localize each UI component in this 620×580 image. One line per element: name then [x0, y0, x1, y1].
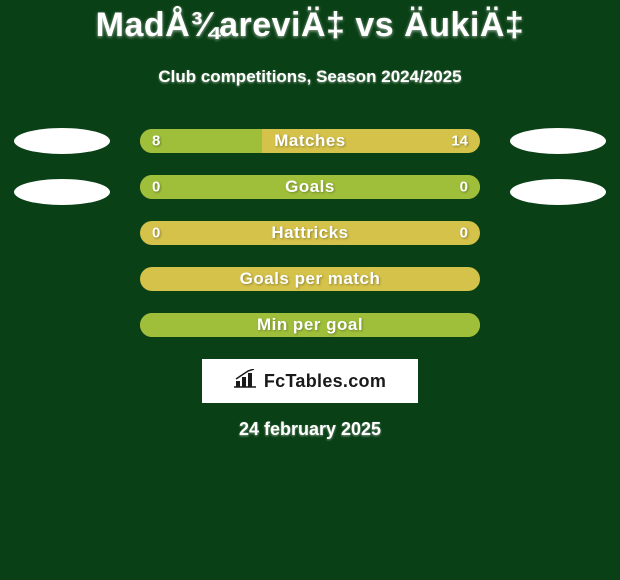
player-right-marker [510, 179, 606, 205]
stat-bar: Matches 8 14 [140, 129, 480, 153]
stat-label: Min per goal [257, 315, 363, 335]
player-left-marker [14, 128, 110, 154]
stat-row-min-per-goal: Min per goal [0, 313, 620, 337]
stat-bar: Hattricks 0 0 [140, 221, 480, 245]
stat-bar: Goals per match [140, 267, 480, 291]
stat-value-left: 8 [152, 133, 160, 150]
stat-value-right: 14 [451, 133, 468, 150]
stat-row-goals-per-match: Goals per match [0, 267, 620, 291]
stat-row-goals: Goals 0 0 [0, 175, 620, 199]
stat-rows: Matches 8 14 Goals 0 0 Hattricks 0 0 Goals per ma… [0, 129, 620, 337]
comparison-subtitle: Club competitions, Season 2024/2025 [0, 67, 620, 87]
stat-value-right: 0 [460, 225, 468, 242]
brand-box: FcTables.com [202, 359, 418, 403]
stat-row-hattricks: Hattricks 0 0 [0, 221, 620, 245]
snapshot-date: 24 february 2025 [0, 419, 620, 440]
stat-label: Goals [285, 177, 335, 197]
comparison-title: MadÅ¾areviÄ‡ vs ÄukiÄ‡ [0, 0, 620, 45]
player-left-marker [14, 179, 110, 205]
stat-label: Matches [274, 131, 346, 151]
brand-text: FcTables.com [264, 371, 386, 392]
stat-bar: Min per goal [140, 313, 480, 337]
stat-value-left: 0 [152, 225, 160, 242]
bar-chart-icon [234, 369, 258, 394]
stat-label: Hattricks [271, 223, 348, 243]
stat-row-matches: Matches 8 14 [0, 129, 620, 153]
stat-label: Goals per match [240, 269, 381, 289]
stat-bar: Goals 0 0 [140, 175, 480, 199]
player-right-marker [510, 128, 606, 154]
stat-value-left: 0 [152, 179, 160, 196]
stat-value-right: 0 [460, 179, 468, 196]
